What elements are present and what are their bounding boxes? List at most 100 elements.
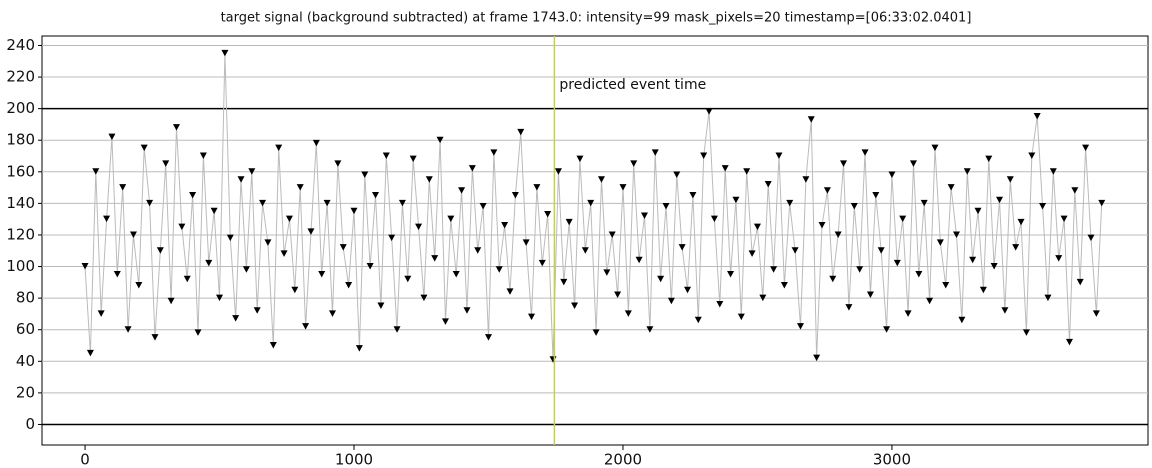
marker: [1065, 338, 1073, 346]
marker: [447, 215, 455, 223]
marker: [823, 187, 831, 194]
y-tick-label: 220: [6, 68, 35, 86]
marker: [909, 160, 917, 167]
marker: [829, 275, 837, 283]
marker: [302, 323, 310, 330]
marker: [156, 247, 164, 254]
marker: [1055, 255, 1063, 262]
x-tick-label: 3000: [873, 451, 911, 468]
y-tick-label: 0: [25, 415, 35, 433]
marker: [425, 176, 433, 183]
marker: [990, 263, 998, 270]
marker: [361, 171, 369, 178]
marker: [969, 256, 977, 264]
y-tick-label: 60: [16, 320, 35, 338]
marker: [280, 250, 288, 257]
marker: [893, 259, 901, 267]
marker: [619, 184, 627, 191]
marker: [355, 345, 363, 352]
marker: [463, 307, 471, 314]
marker: [727, 270, 735, 278]
marker: [1049, 168, 1057, 175]
marker: [468, 165, 476, 172]
marker: [124, 326, 132, 333]
marker: [210, 207, 218, 215]
marker: [232, 315, 240, 322]
marker: [420, 294, 428, 302]
marker: [350, 207, 358, 215]
marker: [1001, 307, 1009, 314]
marker: [318, 270, 326, 278]
marker: [452, 270, 460, 278]
marker: [382, 152, 390, 160]
marker: [479, 203, 487, 210]
marker: [167, 297, 175, 305]
marker: [226, 234, 234, 242]
marker: [748, 250, 756, 257]
plot-frame: [41, 35, 1149, 446]
marker: [264, 239, 272, 246]
marker: [146, 199, 154, 207]
marker: [624, 310, 632, 317]
marker: [888, 171, 896, 178]
marker: [1082, 144, 1090, 152]
marker: [312, 139, 320, 147]
marker: [119, 184, 127, 191]
marker: [635, 256, 643, 264]
marker: [571, 302, 579, 310]
marker: [237, 176, 245, 183]
marker: [657, 275, 665, 283]
marker: [813, 354, 821, 362]
marker: [753, 223, 761, 231]
marker: [113, 270, 121, 278]
annotation: predicted event time: [559, 77, 706, 93]
marker: [603, 269, 611, 276]
marker: [936, 239, 944, 246]
marker: [328, 310, 336, 317]
marker: [398, 199, 406, 207]
marker: [646, 326, 654, 333]
y-tick-label: 200: [6, 99, 35, 117]
marker: [259, 199, 267, 207]
marker: [899, 215, 907, 223]
marker: [248, 168, 256, 175]
marker: [1092, 310, 1100, 317]
marker: [377, 302, 385, 310]
marker: [979, 286, 987, 294]
marker: [904, 310, 912, 317]
marker: [533, 184, 541, 191]
marker: [592, 329, 600, 336]
marker: [721, 165, 729, 172]
marker: [194, 329, 202, 336]
y-tick-label: 240: [6, 36, 35, 54]
marker: [506, 288, 514, 295]
y-tick-label: 40: [16, 352, 35, 370]
marker: [1017, 218, 1025, 226]
marker: [576, 155, 584, 163]
marker: [662, 203, 670, 210]
marker: [840, 160, 848, 167]
marker: [275, 144, 283, 152]
marker: [199, 152, 207, 160]
marker: [307, 228, 315, 235]
marker: [1039, 203, 1047, 210]
marker: [253, 307, 261, 314]
marker: [441, 318, 449, 325]
marker: [705, 108, 713, 115]
marker: [103, 215, 111, 223]
marker: [667, 297, 675, 305]
marker: [517, 128, 525, 136]
marker: [834, 231, 842, 238]
marker: [242, 266, 250, 273]
y-tick-label: 140: [6, 194, 35, 212]
x-tick-label: 2000: [604, 451, 642, 468]
marker: [866, 291, 874, 298]
marker: [458, 187, 466, 194]
signal-line: [84, 53, 1103, 360]
marker: [151, 334, 159, 341]
marker: [737, 313, 745, 321]
marker: [877, 247, 885, 254]
marker: [963, 168, 971, 175]
marker: [484, 334, 492, 341]
